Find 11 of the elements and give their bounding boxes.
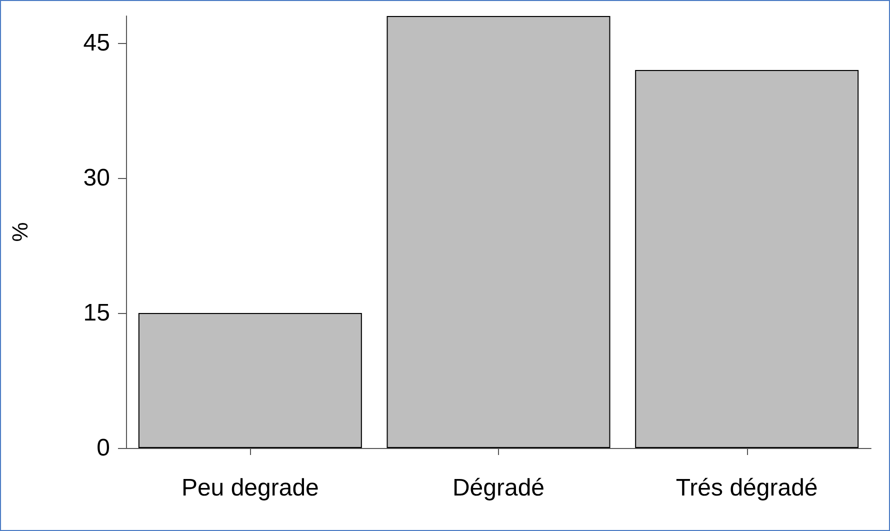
y-tick-label: 30 bbox=[83, 164, 110, 192]
bar bbox=[138, 313, 362, 448]
bar bbox=[386, 16, 610, 448]
x-tick-label: Dégradé bbox=[452, 474, 545, 502]
y-axis-title: % bbox=[8, 222, 32, 242]
bar bbox=[635, 70, 859, 448]
y-tick-label: 15 bbox=[83, 300, 110, 326]
y-tick-label: 0 bbox=[96, 434, 110, 462]
y-tick-label: 45 bbox=[83, 30, 110, 56]
x-tick-label: Trés dégradé bbox=[676, 474, 818, 502]
x-tick-label: Peu degrade bbox=[181, 474, 319, 502]
